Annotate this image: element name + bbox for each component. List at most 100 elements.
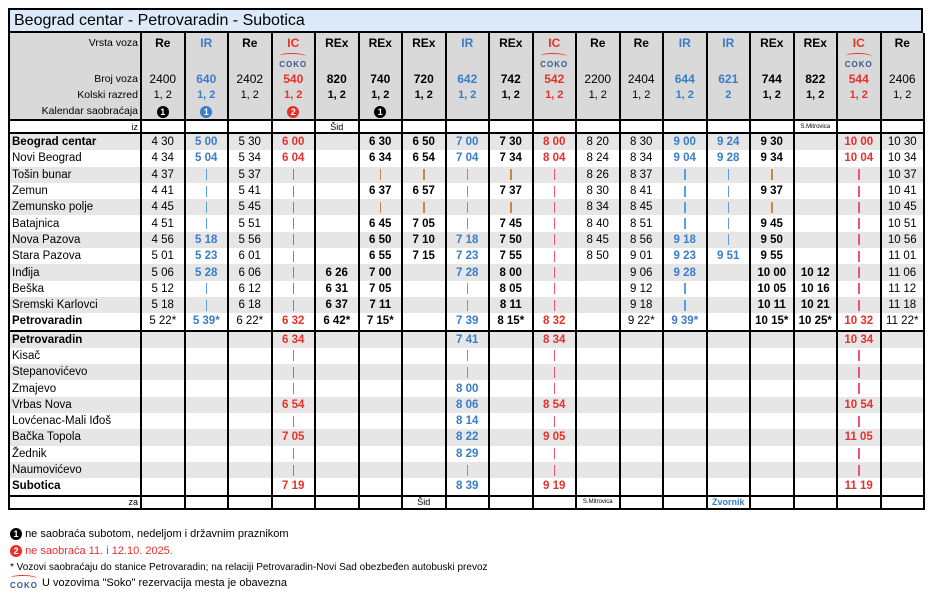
pass-through-icon	[292, 234, 294, 246]
time-cell: 9 28	[705, 150, 751, 167]
time-cell	[488, 478, 534, 496]
calendar-marker-icon: 2	[287, 106, 300, 118]
train-number: 2406	[879, 70, 925, 87]
time-cell	[444, 199, 490, 216]
time-cell: 8 22	[444, 429, 490, 446]
time-cell: 10 05	[749, 280, 795, 297]
time-cell: 6 34	[270, 329, 316, 348]
station-name: Tošin bunar	[8, 166, 142, 183]
time-cell: 8 45	[575, 231, 621, 249]
time-cell	[531, 248, 577, 265]
time-cell: 9 04	[662, 150, 708, 167]
time-cell: 7 55	[488, 248, 534, 265]
time-cell	[357, 413, 403, 430]
pass-through-icon	[684, 201, 686, 213]
time-cell	[357, 199, 403, 216]
time-cell	[836, 347, 882, 365]
train-class: 1, 2	[140, 87, 186, 103]
time-cell	[836, 215, 882, 232]
route-endpoint: Šid	[401, 494, 447, 510]
time-cell	[140, 461, 186, 479]
pass-through-icon	[771, 201, 773, 213]
station-name: Stara Pazova	[8, 248, 142, 265]
time-cell	[357, 347, 403, 365]
time-cell: 11 01	[879, 248, 925, 265]
time-cell: 11 22*	[879, 313, 925, 331]
time-cell: 6 22*	[227, 313, 273, 331]
time-cell	[140, 347, 186, 365]
time-cell	[575, 380, 621, 397]
time-cell	[270, 199, 316, 216]
pass-through-icon	[292, 350, 294, 362]
train-number: 720	[401, 70, 447, 87]
time-cell: 4 45	[140, 199, 186, 216]
time-cell: 5 41	[227, 182, 273, 200]
time-cell: 11 05	[836, 429, 882, 446]
station-name: Subotica	[8, 478, 142, 496]
pass-through-icon	[684, 185, 686, 197]
route-endpoint	[314, 494, 360, 510]
time-cell	[575, 445, 621, 462]
station-name: Vrbas Nova	[8, 396, 142, 414]
time-cell	[140, 429, 186, 446]
station-name: Beška	[8, 280, 142, 297]
route-endpoint	[444, 119, 490, 134]
time-cell: 5 04	[183, 150, 229, 167]
time-cell: 10 12	[792, 264, 838, 281]
time-cell: 9 18	[618, 296, 664, 314]
time-cell	[705, 166, 751, 183]
time-cell: 6 57	[401, 182, 447, 200]
time-cell	[575, 264, 621, 281]
time-cell	[705, 478, 751, 496]
time-cell	[575, 280, 621, 297]
train-logo-cell	[792, 53, 838, 70]
train-class: 1, 2	[879, 87, 925, 103]
time-cell: 8 15*	[488, 313, 534, 331]
pass-through-icon	[553, 366, 555, 378]
train-logo-cell	[401, 53, 447, 70]
time-cell	[270, 231, 316, 249]
pass-through-icon	[684, 299, 686, 311]
route-endpoint	[662, 119, 708, 134]
time-cell: 8 30	[618, 133, 664, 151]
iz-row: iz Šid S.Mitrovica	[8, 119, 925, 134]
pass-through-icon	[553, 218, 555, 230]
route-endpoint	[618, 494, 664, 510]
time-cell	[749, 478, 795, 496]
time-cell	[792, 248, 838, 265]
time-cell: 8 11	[488, 296, 534, 314]
train-logo-cell: COKO	[531, 53, 577, 70]
time-cell: 10 00	[749, 264, 795, 281]
time-cell	[749, 347, 795, 365]
time-cell	[618, 380, 664, 397]
time-cell: 4 56	[140, 231, 186, 249]
time-cell	[314, 329, 360, 348]
time-cell: 10 11	[749, 296, 795, 314]
soko-logo-icon: COKO	[540, 53, 568, 69]
time-cell	[270, 380, 316, 397]
route-endpoint	[879, 119, 925, 134]
time-cell	[618, 461, 664, 479]
station-row: Petrovaradin 6 34 7 41 8 34 10 34	[8, 329, 925, 348]
station-name: Stepanovićevo	[8, 364, 142, 381]
route-endpoint	[227, 119, 273, 134]
pass-through-icon	[553, 169, 555, 181]
station-row: Stepanovićevo	[8, 364, 925, 381]
train-logo-cell	[662, 53, 708, 70]
station-name: Beograd centar	[8, 133, 142, 151]
train-class: 1, 2	[270, 87, 316, 103]
station-row: Kisač	[8, 347, 925, 365]
time-cell	[531, 182, 577, 200]
pass-through-icon	[379, 201, 381, 213]
time-cell	[314, 199, 360, 216]
time-cell	[705, 199, 751, 216]
station-name: Nova Pazova	[8, 231, 142, 249]
train-class: 1, 2	[183, 87, 229, 103]
station-row: Petrovaradin 5 22* 5 39* 6 22* 6 32 6 42* 7 15…	[8, 313, 925, 331]
time-cell	[531, 199, 577, 216]
time-cell	[183, 396, 229, 414]
time-cell	[836, 199, 882, 216]
time-cell: 10 37	[879, 166, 925, 183]
time-cell	[401, 364, 447, 381]
time-cell: 7 10	[401, 231, 447, 249]
